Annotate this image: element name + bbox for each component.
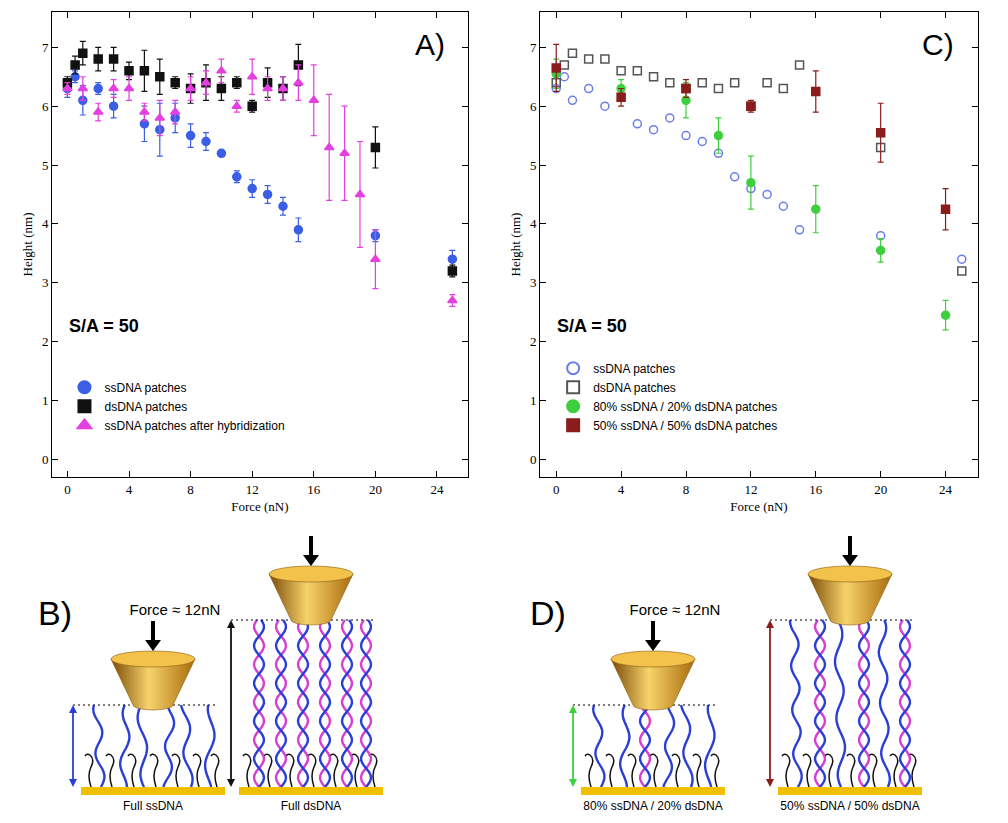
svg-text:Force ≈ 12nN: Force ≈ 12nN	[630, 601, 721, 618]
svg-text:ssDNA patches: ssDNA patches	[104, 381, 186, 395]
svg-text:Height (nm): Height (nm)	[20, 213, 35, 277]
svg-text:Force (nN): Force (nN)	[730, 499, 787, 514]
svg-text:4: 4	[618, 482, 625, 497]
svg-text:24: 24	[430, 482, 444, 497]
svg-text:20: 20	[874, 482, 887, 497]
svg-text:Force ≈ 12nN: Force ≈ 12nN	[130, 601, 221, 618]
svg-text:5: 5	[42, 158, 49, 173]
svg-text:S/A = 50: S/A = 50	[69, 316, 139, 336]
svg-text:20: 20	[369, 482, 382, 497]
svg-text:Full dsDNA: Full dsDNA	[281, 799, 342, 813]
svg-text:ssDNA patches after hybridizat: ssDNA patches after hybridization	[104, 419, 284, 433]
svg-text:16: 16	[809, 482, 823, 497]
svg-text:C): C)	[922, 28, 954, 61]
svg-text:6: 6	[42, 99, 49, 114]
svg-text:1: 1	[530, 393, 537, 408]
svg-text:3: 3	[530, 275, 537, 290]
svg-text:0: 0	[64, 482, 71, 497]
svg-text:7: 7	[530, 40, 537, 55]
svg-text:8: 8	[187, 482, 194, 497]
svg-text:2: 2	[42, 334, 49, 349]
svg-text:D): D)	[530, 594, 566, 632]
svg-text:1: 1	[42, 393, 49, 408]
svg-text:B): B)	[38, 594, 72, 632]
svg-text:ssDNA patches: ssDNA patches	[593, 362, 675, 376]
svg-text:dsDNA patches: dsDNA patches	[593, 381, 676, 395]
svg-text:0: 0	[42, 452, 49, 467]
svg-text:dsDNA patches: dsDNA patches	[104, 400, 187, 414]
svg-text:12: 12	[246, 482, 259, 497]
svg-text:4: 4	[42, 216, 49, 231]
svg-text:80% ssDNA / 20% dsDNA: 80% ssDNA / 20% dsDNA	[583, 799, 722, 813]
svg-text:2: 2	[530, 334, 537, 349]
svg-text:4: 4	[530, 216, 537, 231]
svg-text:50% ssDNA / 50% dsDNA: 50% ssDNA / 50% dsDNA	[780, 799, 919, 813]
svg-text:S/A = 50: S/A = 50	[557, 316, 627, 336]
svg-text:7: 7	[42, 40, 49, 55]
svg-text:Full ssDNA: Full ssDNA	[123, 799, 183, 813]
svg-text:12: 12	[744, 482, 757, 497]
svg-text:5: 5	[530, 158, 537, 173]
svg-text:50% ssDNA / 50% dsDNA patches: 50% ssDNA / 50% dsDNA patches	[593, 419, 777, 433]
svg-text:Force (nN): Force (nN)	[231, 499, 288, 514]
svg-text:4: 4	[126, 482, 133, 497]
svg-text:0: 0	[553, 482, 560, 497]
svg-text:A): A)	[415, 28, 445, 61]
svg-text:24: 24	[939, 482, 953, 497]
svg-text:Height (nm): Height (nm)	[508, 213, 523, 277]
svg-text:16: 16	[307, 482, 321, 497]
svg-text:6: 6	[530, 99, 537, 114]
svg-text:3: 3	[42, 275, 49, 290]
svg-text:0: 0	[530, 452, 537, 467]
svg-text:80% ssDNA / 20% dsDNA patches: 80% ssDNA / 20% dsDNA patches	[593, 400, 777, 414]
svg-text:8: 8	[683, 482, 690, 497]
